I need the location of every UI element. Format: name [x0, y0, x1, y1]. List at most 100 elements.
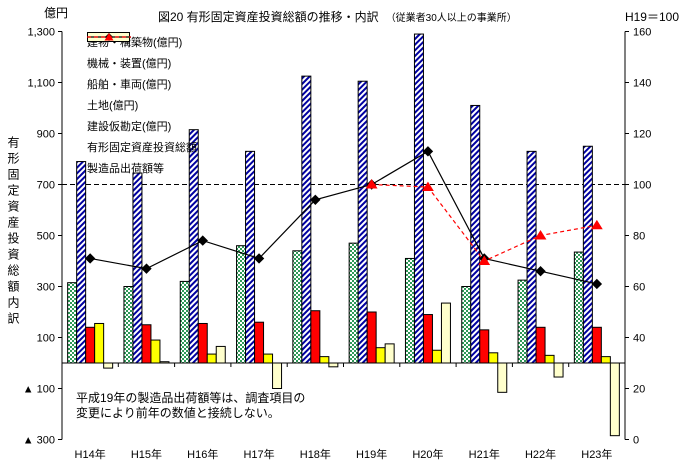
bar-vessels-vehicles-H17年: [254, 321, 265, 364]
category-label-H17年: H17年: [243, 447, 274, 461]
bar-vessels-vehicles-H14年: [85, 326, 96, 364]
bar-machinery-H19年: [357, 80, 368, 364]
legend-item-machinery: 機械・装置(億円): [87, 32, 197, 73]
legend-label-machinery: 機械・装置(億円): [87, 57, 172, 70]
bar-building-H23年: [573, 251, 584, 364]
category-label-H23年: H23年: [581, 447, 612, 461]
legend-label-construction-in-progress: 建設仮勘定(億円): [87, 120, 172, 133]
legend-label-total-investment: 有形固定資産投資総額: [87, 141, 197, 154]
bar-building-H19年: [348, 242, 359, 364]
left-axis-title: 有形固定資産投資総額内訳: [6, 136, 20, 328]
marker-total-investment-H16年: [197, 235, 208, 246]
bar-construction-in-progress-H17年: [272, 362, 283, 389]
bar-land-H15年: [150, 339, 161, 364]
bar-building-H21年: [461, 286, 472, 364]
bar-vessels-vehicles-H20年: [422, 314, 433, 364]
bar-vessels-vehicles-H15年: [141, 324, 152, 364]
right-axis-tick-label: 40: [633, 333, 645, 345]
bar-machinery-H18年: [301, 75, 312, 364]
right-axis-tick-label: 160: [633, 27, 651, 39]
line-total-investment: [90, 150, 597, 285]
marker-shipments-H19年: [365, 179, 378, 189]
bar-machinery-H20年: [413, 33, 424, 364]
bar-land-H17年: [263, 353, 274, 364]
bar-land-H18年: [319, 356, 330, 364]
bar-vessels-vehicles-H22年: [535, 326, 546, 364]
right-axis-tick-label: 0: [633, 435, 639, 447]
bar-building-H22年: [517, 279, 528, 364]
left-axis-tick-label: 900: [37, 129, 55, 141]
bar-land-H14年: [94, 322, 105, 364]
bar-building-H18年: [292, 250, 303, 364]
legend-label-land: 土地(億円): [87, 99, 139, 112]
bar-construction-in-progress-H16年: [215, 345, 226, 364]
left-axis-tick-label: 300: [37, 282, 55, 294]
marker-total-investment-H15年: [141, 263, 152, 274]
bar-machinery-H14年: [76, 161, 87, 364]
footnote-line1: 平成19年の製造品出荷額等は、調査項目の: [76, 391, 306, 405]
legend-label-shipments: 製造品出荷額等: [87, 162, 164, 175]
category-label-H14年: H14年: [75, 447, 106, 461]
marker-total-investment-H18年: [310, 194, 321, 206]
bar-building-H17年: [236, 245, 247, 364]
marker-shipments-H23年: [590, 219, 603, 230]
bar-land-H21年: [488, 352, 499, 364]
footnote: 平成19年の製造品出荷額等は、調査項目の 変更により前年の数値と接続しない。: [76, 391, 305, 421]
marker-total-investment-H20年: [422, 146, 434, 157]
bar-vessels-vehicles-H23年: [591, 326, 602, 364]
bar-land-H22年: [544, 354, 555, 364]
category-label-H20年: H20年: [412, 447, 443, 461]
bar-vessels-vehicles-H19年: [366, 311, 377, 364]
bar-building-H15年: [123, 286, 134, 364]
left-axis-tick-label: 1,300: [27, 27, 55, 39]
left-axis-tick-label: ▲ 300: [23, 435, 55, 447]
left-axis-tick-label: 500: [37, 231, 55, 243]
left-axis-tick-label: 1,100: [27, 78, 55, 90]
footnote-line2: 変更により前年の数値と接続しない。: [76, 406, 280, 420]
right-axis-tick-label: 20: [633, 384, 645, 396]
category-label-H21年: H21年: [469, 447, 500, 461]
bar-land-H16年: [206, 353, 217, 364]
legend-label-vessels-vehicles: 船舶・車両(億円): [87, 78, 172, 91]
marker-shipments-H22年: [534, 230, 547, 240]
category-label-H16年: H16年: [187, 447, 218, 461]
bar-land-H20年: [431, 349, 442, 364]
legend-item-shipments: 製造品出荷額等: [87, 33, 197, 178]
bar-building-H20年: [404, 257, 415, 364]
legend-swatch-shipments: [87, 33, 131, 41]
bar-vessels-vehicles-H18年: [310, 310, 321, 364]
category-label-H15年: H15年: [131, 447, 162, 461]
category-label-H22年: H22年: [525, 447, 556, 461]
bar-machinery-H23年: [582, 145, 593, 364]
bar-land-H19年: [375, 347, 386, 364]
legend: 建物・構築物(億円) 機械・装置(億円) 船舶・車両(億円) 土地(億円) 建設仮勘定(…: [87, 31, 197, 178]
left-axis-tick-label: 100: [37, 333, 55, 345]
right-axis-tick-label: 120: [633, 129, 651, 141]
bar-construction-in-progress-H21年: [497, 362, 508, 393]
right-axis-tick-label: 80: [633, 231, 645, 243]
category-label-H19年: H19年: [356, 447, 387, 461]
bar-construction-in-progress-H20年: [440, 302, 451, 364]
marker-total-investment-H17年: [253, 253, 265, 264]
line-shipments: [371, 183, 597, 262]
legend-item-land: 土地(億円): [87, 32, 197, 115]
page-subtitle: （従業者30人以上の事業所）: [385, 13, 517, 24]
right-axis-index-label: H19＝100: [624, 10, 679, 24]
bar-construction-in-progress-H23年: [609, 362, 620, 437]
legend-item-construction-in-progress: 建設仮勘定(億円): [87, 32, 197, 136]
category-label-H18年: H18年: [300, 447, 331, 461]
page-title: 図20 有形固定資産投資総額の推移・内訳: [158, 10, 379, 24]
marker-total-investment-H23年: [591, 278, 603, 290]
marker-total-investment-H14年: [84, 253, 96, 264]
bar-construction-in-progress-H19年: [384, 343, 395, 364]
bar-vessels-vehicles-H16年: [197, 322, 208, 364]
bar-construction-in-progress-H18年: [328, 362, 339, 368]
legend-item-vessels-vehicles: 船舶・車両(億円): [87, 32, 197, 94]
bar-land-H23年: [600, 356, 611, 364]
left-axis-unit-label: 億円: [44, 6, 69, 20]
marker-total-investment-H22年: [535, 265, 546, 277]
marker-shipments-H21年: [478, 255, 491, 265]
title-row: 図20 有形固定資産投資総額の推移・内訳 （従業者30人以上の事業所）: [158, 8, 517, 25]
bar-building-H16年: [179, 280, 190, 364]
